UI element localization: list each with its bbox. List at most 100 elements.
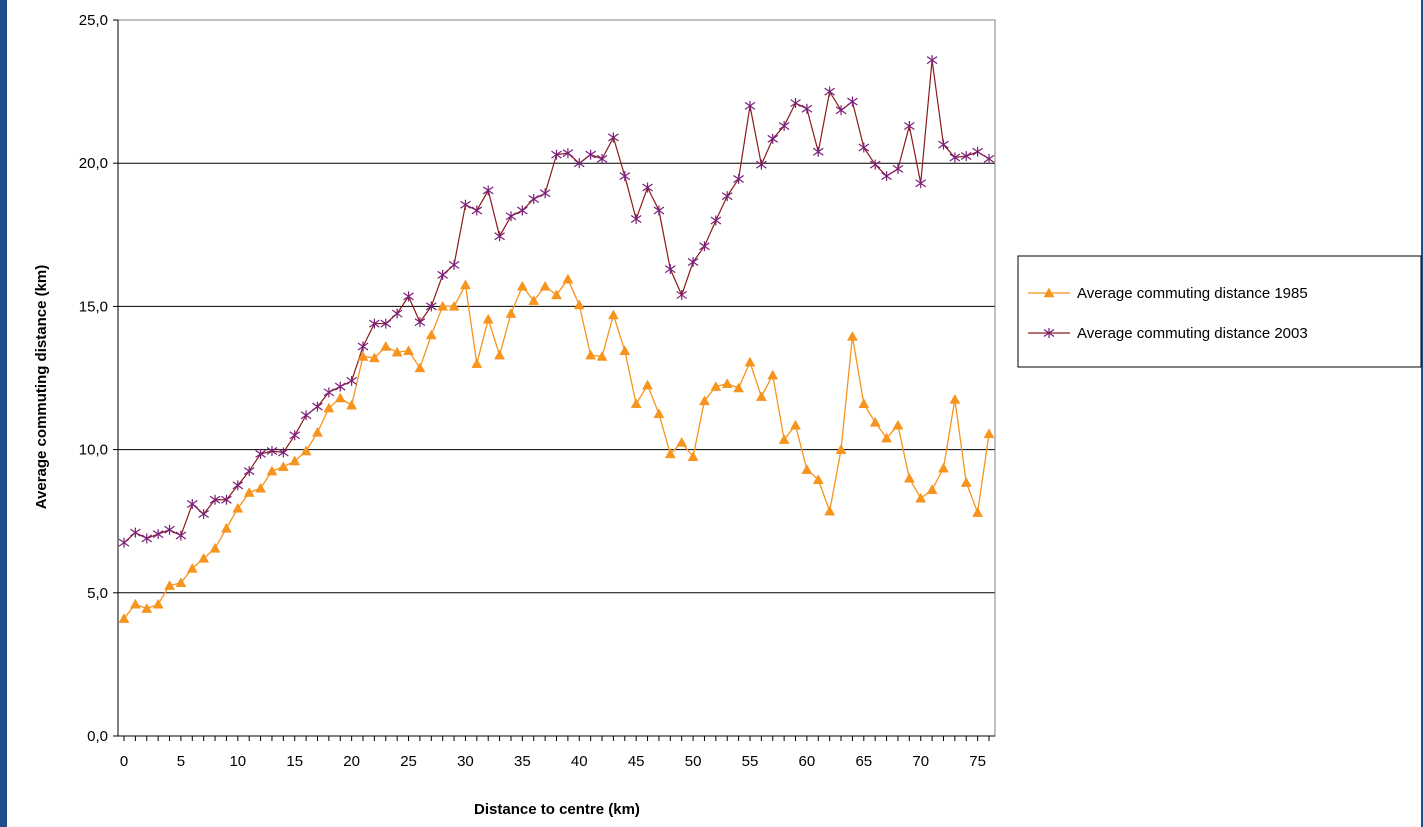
x-tick-label: 40 [571,753,588,770]
data-point-1985 [164,580,175,590]
data-point-2003 [676,289,688,300]
data-point-1985 [289,455,301,466]
data-point-1985 [733,382,745,393]
legend-label: Average commuting distance 2003 [1077,325,1308,342]
data-point-1985 [198,552,210,563]
series-line-2003 [123,60,990,544]
data-point-1985 [721,378,733,388]
axes [113,19,996,741]
data-point-2003 [232,480,244,491]
data-point-2003 [528,194,540,204]
x-tick-label: 30 [457,753,474,770]
y-tick-label: 15,0 [79,298,108,315]
data-point-2003 [915,178,927,189]
data-point-2003 [175,530,187,541]
x-tick-label: 25 [400,753,417,770]
data-point-2003 [448,259,460,270]
data-point-2003 [1043,328,1055,338]
data-point-1985 [403,345,414,356]
x-tick-label: 75 [969,753,986,770]
data-point-2003 [664,264,676,275]
x-tick-label: 70 [912,753,929,770]
y-tick-label: 0,0 [87,728,108,745]
data-point-1985 [357,351,369,361]
data-point-1985 [676,436,688,447]
data-point-1985 [460,279,471,290]
data-point-2003 [255,448,266,459]
data-point-1985 [391,346,403,357]
y-tick-label: 10,0 [79,442,108,459]
data-point-1985 [619,345,631,356]
data-point-2003 [790,98,801,109]
data-point-1985 [221,522,232,533]
data-point-1985 [1043,287,1055,298]
data-point-1985 [482,313,494,324]
gridlines [118,19,995,594]
x-tick-label: 20 [343,753,360,770]
data-point-1985 [562,273,574,284]
data-point-1985 [334,392,346,403]
data-point-1985 [699,395,710,406]
data-point-1985 [425,329,437,340]
data-point-2003 [266,446,278,457]
data-point-2003 [437,269,449,280]
x-tick-label: 15 [286,753,303,770]
data-point-2003 [710,215,722,226]
data-point-1985 [380,340,392,351]
data-point-2003 [881,171,892,182]
tick-labels: 0,0 5,0 10,0 15,0 20,0 25,0 0 5 10 15 20 25 30 35 40 45… [79,12,986,770]
data-point-1985 [687,451,699,462]
data-point-2003 [471,205,483,216]
data-point-2003 [152,529,164,540]
data-point-2003 [949,152,961,163]
data-point-2003 [289,430,301,441]
data-point-1985 [505,308,517,318]
data-point-2003 [130,527,141,538]
series-layer [118,55,995,623]
data-point-2003 [346,375,357,386]
window-border-left [0,0,7,827]
data-point-2003 [699,241,710,252]
y-axis-title: Average commuting distance (km) [33,265,50,510]
data-point-1985 [664,448,676,459]
data-point-1985 [949,393,961,404]
data-point-2003 [243,466,255,477]
data-point-2003 [221,494,232,505]
data-point-1985 [551,289,562,300]
data-point-2003 [517,205,528,216]
data-point-2003 [960,151,972,162]
data-point-2003 [505,211,517,222]
data-point-1985 [186,562,198,573]
data-point-1985 [437,300,449,311]
data-point-2003 [380,318,392,329]
legend: Average commuting distance 1985 Average c… [1017,255,1422,368]
data-point-1985 [801,464,813,474]
data-point-2003 [767,133,779,144]
data-point-2003 [186,499,198,510]
data-point-2003 [892,163,904,174]
data-point-1985 [255,482,267,493]
data-point-1985 [812,474,824,484]
x-tick-label: 65 [855,753,872,770]
data-point-1985 [938,462,949,473]
data-point-2003 [334,381,346,392]
data-point-2003 [642,182,653,193]
data-point-2003 [403,291,414,302]
data-point-2003 [938,139,949,150]
data-point-1985 [960,477,972,487]
data-point-1985 [585,349,597,360]
data-point-2003 [983,153,995,164]
data-point-2003 [300,410,312,421]
data-point-1985 [528,295,540,305]
data-point-1985 [573,299,585,310]
x-axis-title: Distance to centre (km) [474,801,640,818]
data-point-1985 [346,399,358,410]
data-point-2003 [277,447,289,458]
window-border-right [1421,0,1423,827]
data-point-2003 [539,188,551,199]
data-point-1985 [903,472,915,483]
data-point-1985 [448,300,460,311]
data-point-2003 [414,317,426,328]
y-tick-label: 20,0 [79,155,108,172]
data-point-2003 [733,173,744,184]
